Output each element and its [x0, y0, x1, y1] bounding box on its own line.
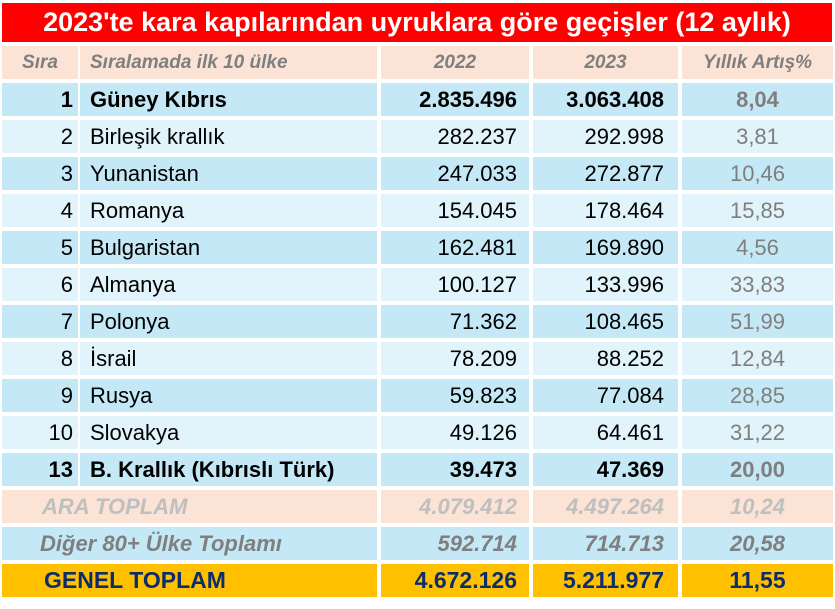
table-row: 10 Slovakya 49.126 64.461 31,22: [2, 414, 833, 451]
cell-value-2022: 49.126: [381, 416, 529, 449]
cell-value-2023: 272.877: [533, 157, 678, 190]
cell-value-2022: 59.823: [381, 379, 529, 412]
table-row: 13 B. Krallık (Kıbrıslı Türk) 39.473 47.369…: [2, 451, 833, 488]
diger-2023: 714.713: [533, 527, 678, 560]
cell-growth: 12,84: [682, 342, 833, 375]
cell-country: Rusya: [80, 379, 377, 412]
cell-rank: 10: [2, 416, 78, 449]
cell-growth: 8,04: [682, 83, 833, 116]
header-2022: 2022: [381, 46, 529, 79]
cell-growth: 15,85: [682, 194, 833, 227]
cell-rank: 7: [2, 305, 78, 338]
header-country: Sıralamada ilk 10 ülke: [80, 46, 377, 79]
ara-toplam-label: ARA TOPLAM: [2, 490, 377, 523]
cell-value-2023: 169.890: [533, 231, 678, 264]
cell-rank: 6: [2, 268, 78, 301]
diger-2022: 592.714: [381, 527, 529, 560]
table-row: 2 Birleşik krallık 282.237 292.998 3,81: [2, 118, 833, 155]
cell-value-2023: 292.998: [533, 120, 678, 153]
cell-country: Yunanistan: [80, 157, 377, 190]
table-row: 5 Bulgaristan 162.481 169.890 4,56: [2, 229, 833, 266]
ara-toplam-growth: 10,24: [682, 490, 833, 523]
cell-growth: 20,00: [682, 453, 833, 486]
table-row: 1 Güney Kıbrıs 2.835.496 3.063.408 8,04: [2, 81, 833, 118]
table-row: 4 Romanya 154.045 178.464 15,85: [2, 192, 833, 229]
cell-value-2022: 247.033: [381, 157, 529, 190]
cell-value-2022: 162.481: [381, 231, 529, 264]
cell-country: Almanya: [80, 268, 377, 301]
cell-country: B. Krallık (Kıbrıslı Türk): [80, 453, 377, 486]
cell-value-2023: 64.461: [533, 416, 678, 449]
diger-growth: 20,58: [682, 527, 833, 560]
table-row: 6 Almanya 100.127 133.996 33,83: [2, 266, 833, 303]
cell-value-2022: 71.362: [381, 305, 529, 338]
cell-value-2023: 88.252: [533, 342, 678, 375]
cell-growth: 51,99: [682, 305, 833, 338]
cell-country: İsrail: [80, 342, 377, 375]
genel-toplam-row: GENEL TOPLAM 4.672.126 5.211.977 11,55: [2, 562, 833, 599]
cell-value-2023: 3.063.408: [533, 83, 678, 116]
cell-growth: 33,83: [682, 268, 833, 301]
table-row: 7 Polonya 71.362 108.465 51,99: [2, 303, 833, 340]
cell-rank: 1: [2, 83, 78, 116]
cell-country: Slovakya: [80, 416, 377, 449]
cell-growth: 28,85: [682, 379, 833, 412]
table-row: 8 İsrail 78.209 88.252 12,84: [2, 340, 833, 377]
header-row: Sıra Sıralamada ilk 10 ülke 2022 2023 Yı…: [2, 44, 833, 81]
cell-rank: 2: [2, 120, 78, 153]
cell-value-2023: 133.996: [533, 268, 678, 301]
cell-country: Bulgaristan: [80, 231, 377, 264]
cell-growth: 4,56: [682, 231, 833, 264]
table-title: 2023'te kara kapılarından uyruklara göre…: [2, 3, 832, 42]
cell-value-2022: 282.237: [381, 120, 529, 153]
table-row: 9 Rusya 59.823 77.084 28,85: [2, 377, 833, 414]
cell-country: Güney Kıbrıs: [80, 83, 377, 116]
cell-country: Polonya: [80, 305, 377, 338]
genel-toplam-2022: 4.672.126: [381, 564, 529, 597]
header-2023: 2023: [533, 46, 678, 79]
cell-rank: 5: [2, 231, 78, 264]
cell-country: Romanya: [80, 194, 377, 227]
header-growth: Yıllık Artış%: [682, 46, 833, 79]
genel-toplam-growth: 11,55: [682, 564, 833, 597]
diger-row: Diğer 80+ Ülke Toplamı 592.714 714.713 2…: [2, 525, 833, 562]
cell-rank: 9: [2, 379, 78, 412]
cell-rank: 13: [2, 453, 78, 486]
cell-value-2022: 39.473: [381, 453, 529, 486]
cell-country: Birleşik krallık: [80, 120, 377, 153]
genel-toplam-2023: 5.211.977: [533, 564, 678, 597]
table-row: 3 Yunanistan 247.033 272.877 10,46: [2, 155, 833, 192]
cell-rank: 4: [2, 194, 78, 227]
cell-rank: 8: [2, 342, 78, 375]
ara-toplam-2022: 4.079.412: [381, 490, 529, 523]
header-rank: Sıra: [2, 46, 78, 79]
cell-growth: 31,22: [682, 416, 833, 449]
diger-label: Diğer 80+ Ülke Toplamı: [2, 527, 377, 560]
cell-value-2023: 108.465: [533, 305, 678, 338]
cell-value-2022: 78.209: [381, 342, 529, 375]
cell-growth: 3,81: [682, 120, 833, 153]
cell-value-2022: 100.127: [381, 268, 529, 301]
cell-value-2022: 154.045: [381, 194, 529, 227]
cell-growth: 10,46: [682, 157, 833, 190]
ara-toplam-2023: 4.497.264: [533, 490, 678, 523]
ara-toplam-row: ARA TOPLAM 4.079.412 4.497.264 10,24: [2, 488, 833, 525]
cell-value-2023: 77.084: [533, 379, 678, 412]
genel-toplam-label: GENEL TOPLAM: [2, 564, 377, 597]
cell-value-2023: 47.369: [533, 453, 678, 486]
cell-value-2023: 178.464: [533, 194, 678, 227]
cell-rank: 3: [2, 157, 78, 190]
cell-value-2022: 2.835.496: [381, 83, 529, 116]
